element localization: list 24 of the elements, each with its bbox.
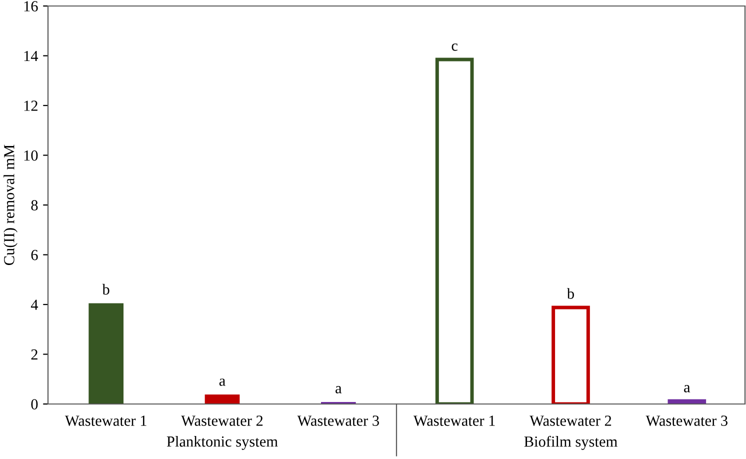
data-label: b — [566, 288, 574, 299]
x-tick-label: Wastewater 3 — [646, 416, 728, 426]
x-tick-label: Wastewater 2 — [530, 416, 612, 426]
x-tick-label: Wastewater 1 — [64, 416, 146, 426]
y-tick-label: 6 — [31, 250, 38, 260]
data-label: a — [219, 378, 226, 386]
data-label: c — [452, 43, 458, 51]
y-tick-label: 2 — [31, 349, 38, 360]
y-tick-label: 12 — [24, 100, 38, 111]
text: Planktonic system — [166, 436, 278, 450]
text: Biofilm system — [524, 436, 618, 450]
x-tick-label: Wastewater 2 — [181, 416, 263, 426]
x-tick-label: Wastewater 1 — [413, 416, 495, 426]
y-axis-title: Cu(II) removal mM — [4, 144, 18, 266]
data-label: a — [684, 385, 690, 392]
y-tick-label: 8 — [31, 200, 38, 210]
data-label: b — [102, 284, 110, 295]
y-tick-label: 0 — [31, 399, 38, 410]
x-tick-label: Wastewater 3 — [297, 416, 379, 426]
y-tick-label: 16 — [24, 1, 38, 12]
y-tick-label: 4 — [30, 300, 38, 310]
y-tick-label: 10 — [24, 150, 38, 161]
data-label: a — [336, 386, 342, 394]
y-tick-label: 14 — [24, 50, 38, 62]
